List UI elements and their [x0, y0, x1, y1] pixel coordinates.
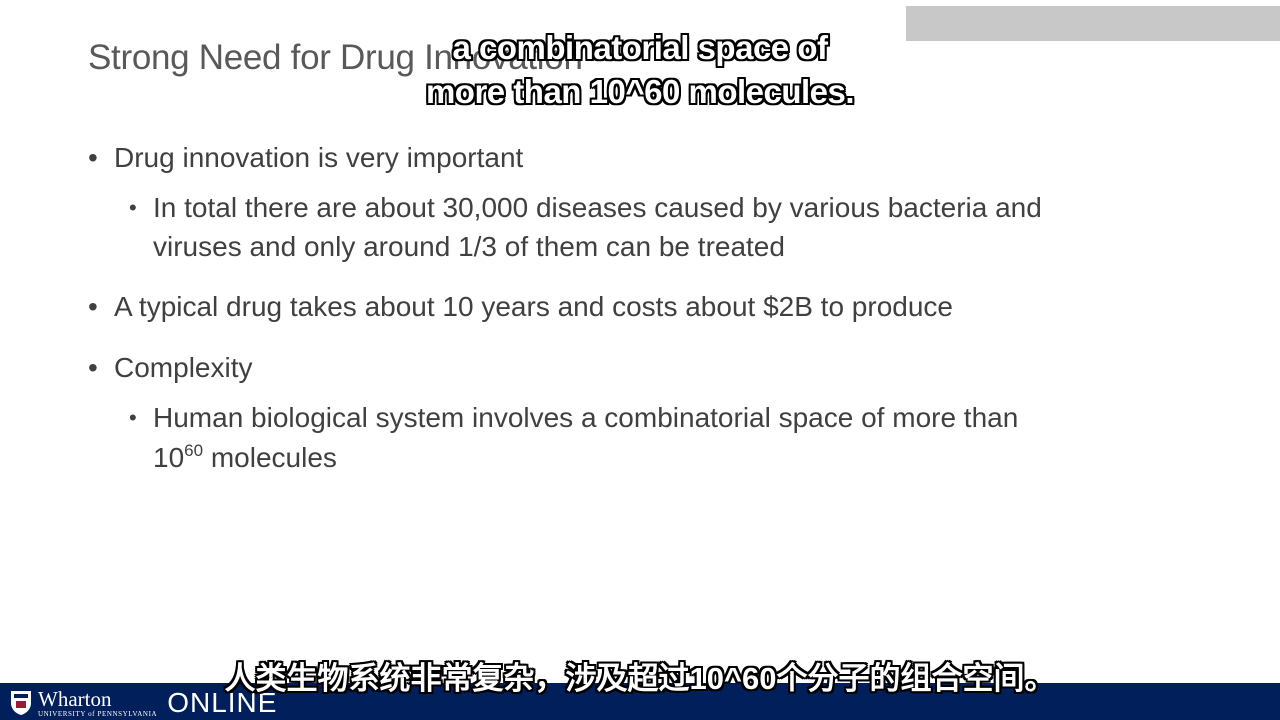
- bullet-text: Human biological system involves a combi…: [153, 402, 1019, 433]
- bullet-glyph: •: [88, 291, 98, 322]
- bullet-text: viruses and only around 1/3 of them can …: [153, 231, 785, 262]
- bullet-text: Drug innovation is very important: [114, 142, 524, 173]
- chinese-subtitle: 人类生物系统非常复杂，涉及超过10^60个分子的组合空间。: [224, 661, 1056, 696]
- footer-bar: [0, 683, 1280, 720]
- exponent-power: 60: [184, 441, 204, 460]
- bullet-text: molecules: [203, 442, 337, 473]
- sub-bullet-continuation: viruses and only around 1/3 of them can …: [153, 230, 785, 264]
- wharton-online-logo: Wharton UNIVERSITY of PENNSYLVANIA ONLIN…: [10, 685, 277, 719]
- english-subtitle-line: a combinatorial space of: [452, 29, 828, 66]
- bullet-glyph: •: [129, 195, 137, 220]
- english-subtitle-line: more than 10^60 molecules.: [425, 73, 855, 110]
- shield-icon: [11, 691, 31, 715]
- sub-bullet-continuation: 1060 molecules: [153, 441, 337, 475]
- brand-name: Wharton: [38, 687, 112, 711]
- wordmark: Wharton UNIVERSITY of PENNSYLVANIA: [38, 688, 157, 719]
- bullet-text: Complexity: [114, 352, 253, 383]
- english-subtitle: a combinatorial space of more than 10^60…: [380, 26, 900, 114]
- slide-title: Strong Need for Drug Innovation: [88, 38, 583, 77]
- bullet-item: • A typical drug takes about 10 years an…: [88, 290, 953, 324]
- bullet-glyph: •: [88, 142, 98, 173]
- brand-subtitle: UNIVERSITY of PENNSYLVANIA: [38, 710, 158, 718]
- product-name: ONLINE: [167, 687, 278, 718]
- bullet-item: • Drug innovation is very important: [88, 141, 524, 175]
- bullet-glyph: •: [88, 352, 98, 383]
- sub-bullet-item: • Human biological system involves a com…: [129, 401, 1019, 435]
- accent-box: [906, 6, 1280, 41]
- bullet-glyph: •: [129, 405, 137, 430]
- bullet-text: A typical drug takes about 10 years and …: [114, 291, 953, 322]
- sub-bullet-item: • In total there are about 30,000 diseas…: [129, 191, 1042, 225]
- bullet-text: In total there are about 30,000 diseases…: [153, 192, 1042, 223]
- bullet-item: • Complexity: [88, 351, 253, 385]
- exponent-base: 10: [153, 442, 185, 473]
